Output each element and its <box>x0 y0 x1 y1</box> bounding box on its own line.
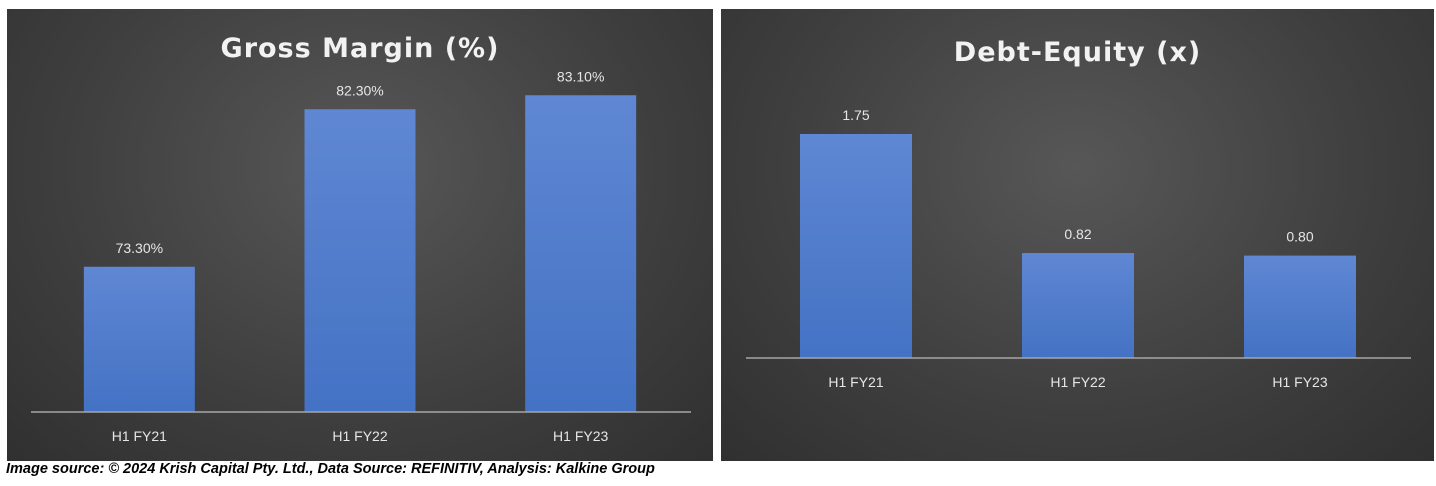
data-label-0: 73.30% <box>116 240 163 256</box>
debt-equity-plot: 1.75 H1 FY21 0.82 H1 FY22 0.80 H1 FY23 <box>746 107 1411 390</box>
data-label-2: 83.10% <box>557 68 604 84</box>
data-label-0: 1.75 <box>842 107 869 123</box>
tick-label-2: H1 FY23 <box>553 428 608 444</box>
data-label-1: 82.30% <box>336 82 383 98</box>
bar-1 <box>1022 253 1134 358</box>
bar-0 <box>83 266 195 412</box>
bar-0 <box>800 134 912 358</box>
gross-margin-plot: 73.30% H1 FY21 82.30% H1 FY22 83.10% H1 FY23 <box>31 68 691 444</box>
bar-2 <box>525 95 637 412</box>
bar-1 <box>304 109 416 412</box>
tick-label-1: H1 FY22 <box>1050 374 1105 390</box>
chart-title: Debt-Equity (x) <box>953 37 1202 68</box>
chart-title: Gross Margin (%) <box>220 33 500 64</box>
tick-label-0: H1 FY21 <box>112 428 167 444</box>
data-label-1: 0.82 <box>1064 226 1091 242</box>
gross-margin-chart: Gross Margin (%) 73.30% H1 FY21 82.30% H1 F… <box>7 9 713 461</box>
data-label-2: 0.80 <box>1286 229 1313 245</box>
tick-label-1: H1 FY22 <box>332 428 387 444</box>
tick-label-0: H1 FY21 <box>828 374 883 390</box>
tick-label-2: H1 FY23 <box>1272 374 1327 390</box>
debt-equity-chart: Debt-Equity (x) 1.75 H1 FY21 0.82 H1 FY22 0.… <box>721 9 1434 461</box>
bar-2 <box>1244 255 1356 358</box>
image-source-caption: Image source: © 2024 Krish Capital Pty. … <box>6 461 655 477</box>
